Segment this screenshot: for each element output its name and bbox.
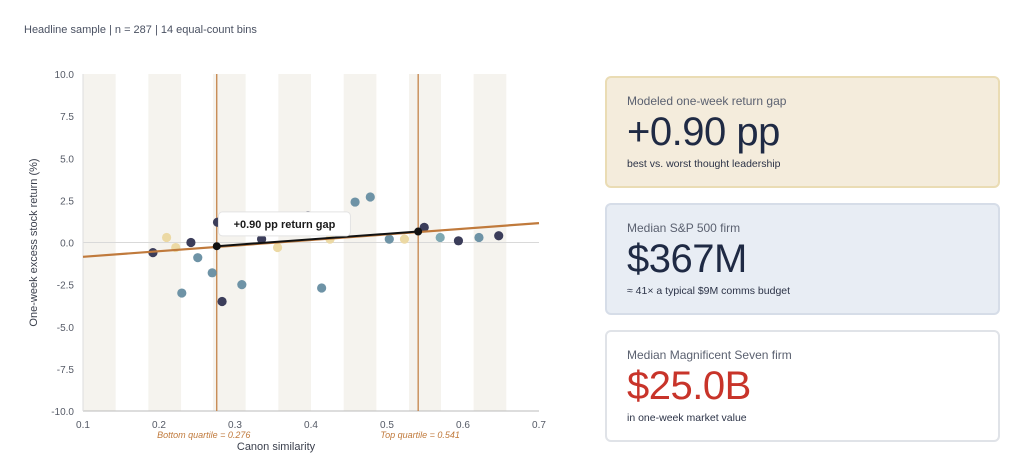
y-tick-label: 7.5 [60, 112, 74, 123]
x-tick-label: 0.1 [76, 420, 90, 431]
data-point [162, 232, 172, 243]
y-tick-label: -7.5 [57, 365, 75, 376]
data-point [453, 236, 464, 246]
sp500-card: Median S&P 500 firm $367M ≈ 41× a typica… [605, 203, 1000, 315]
data-point [207, 268, 217, 278]
x-tick-label: 0.2 [152, 420, 166, 431]
card-value: +0.90 pp [627, 110, 780, 154]
gap-segment [216, 230, 419, 248]
y-tick-label: -2.5 [57, 281, 75, 292]
card-label: Modeled one-week return gap [627, 94, 787, 108]
card-label: Median S&P 500 firm [627, 221, 741, 235]
x-tick-label: 0.6 [456, 420, 470, 431]
data-point [272, 242, 283, 253]
card-value: $367M [627, 237, 747, 281]
y-tick-label: 0.0 [60, 239, 74, 250]
data-point [193, 253, 203, 263]
y-axis-label: One-week excess stock return (%) [28, 158, 40, 326]
y-tick-label: -10.0 [51, 407, 74, 418]
gap-label: +0.90 pp return gap [234, 219, 336, 231]
data-point [237, 280, 247, 290]
data-point [419, 222, 429, 232]
x-axis-label: Canon similarity [237, 441, 316, 453]
gap-label-box [217, 211, 351, 237]
card-sub: best vs. worst thought leadership [627, 158, 781, 170]
scatter-chart: 10.0 7.5 5.0 2.5 0.0 -2.5 -5.0 -7.5 -10.00.1 0.2 0… [28, 70, 546, 453]
data-point [350, 197, 360, 207]
data-point [177, 288, 187, 298]
data-point [494, 231, 504, 241]
x-tick-label: 0.7 [532, 420, 546, 431]
card-sub: ≈ 41× a typical $9M comms budget [627, 285, 791, 297]
chart-header: Headline sample | n = 287 | 14 equal-cou… [24, 24, 257, 36]
mag7-card: Median Magnificent Seven firm $25.0B in … [605, 330, 1000, 442]
data-point [217, 296, 227, 307]
y-tick-label: 2.5 [60, 196, 74, 207]
card-sub: in one-week market value [627, 412, 747, 424]
data-point [435, 232, 445, 243]
data-point [384, 234, 394, 244]
y-tick-label: 5.0 [60, 154, 74, 165]
data-point [257, 234, 267, 244]
y-tick-label: 10.0 [55, 70, 75, 81]
y-tick-label: -5.0 [57, 323, 75, 334]
x-tick-label: 0.3 [228, 420, 242, 431]
data-point [317, 283, 327, 293]
card-label: Median Magnificent Seven firm [627, 348, 792, 362]
data-point [474, 232, 484, 243]
x-tick-label: 0.5 [380, 420, 394, 431]
quartile-label: Bottom quartile = 0.276 [157, 430, 250, 440]
data-point [186, 237, 196, 248]
data-point [365, 192, 375, 202]
x-tick-label: 0.4 [304, 420, 318, 431]
gap-endpoint [414, 227, 423, 236]
quartile-label: Top quartile = 0.541 [380, 430, 459, 440]
gap-endpoint [212, 242, 221, 251]
card-value: $25.0B [627, 364, 751, 408]
return-gap-card: Modeled one-week return gap +0.90 pp bes… [605, 76, 1000, 188]
data-point [399, 234, 410, 244]
